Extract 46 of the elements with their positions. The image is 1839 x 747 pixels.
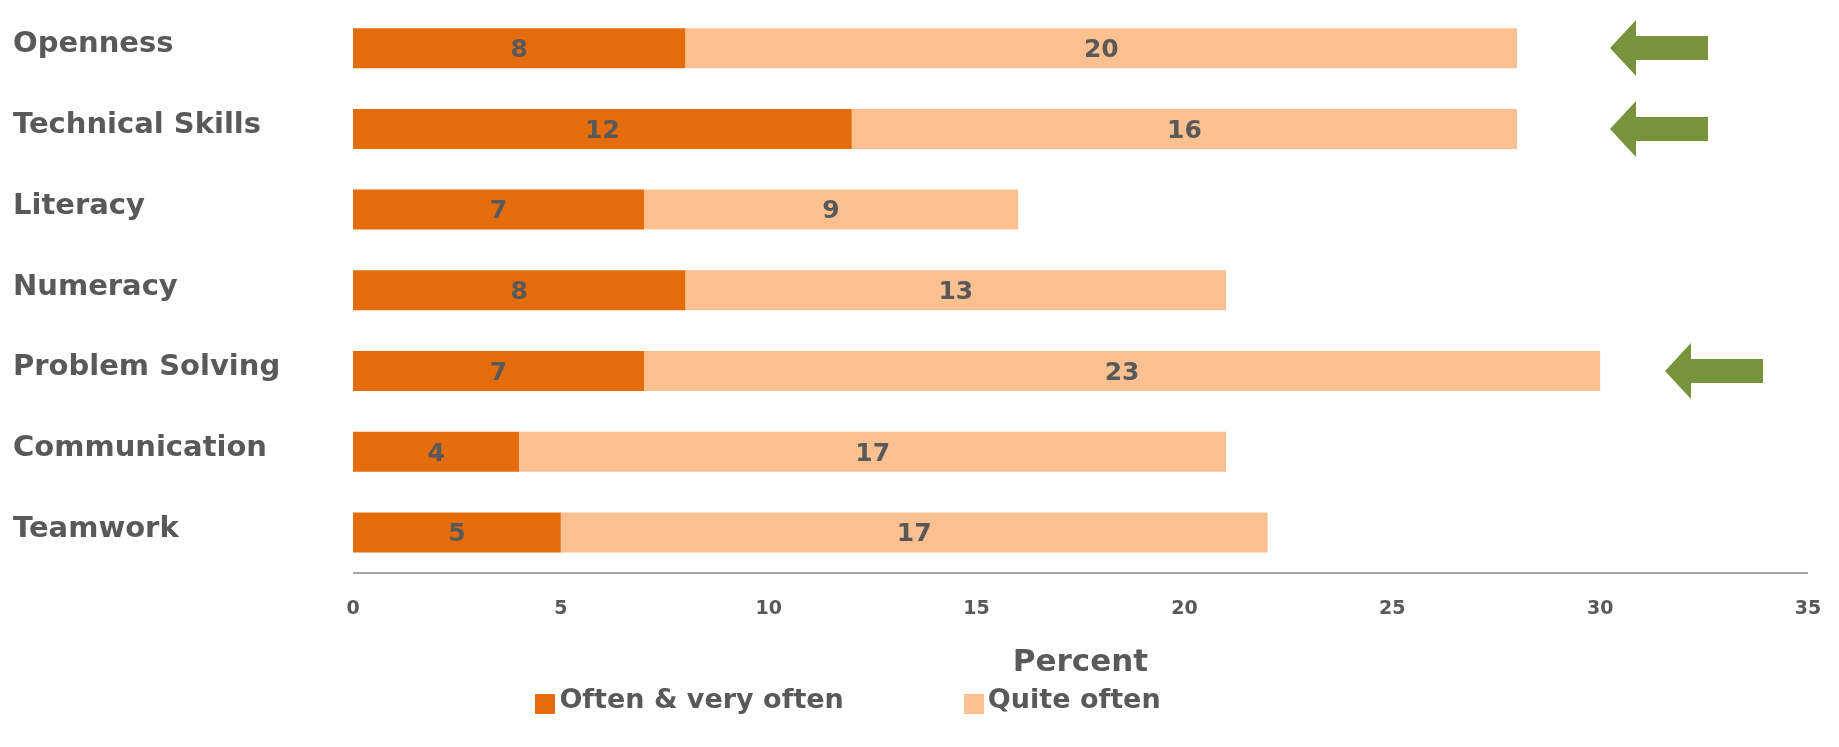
data-label: 12 [585,114,620,144]
bar [685,270,1226,311]
bar [353,28,686,69]
data-label: 16 [1167,114,1202,144]
data-label: 8 [510,34,528,64]
data-label: 7 [489,195,508,225]
data-label: 4 [427,437,445,467]
x-tick-label: 20 [1171,596,1198,619]
y-tick-label: Numeracy [13,267,178,302]
bar [353,189,644,230]
x-tick-label: 10 [755,596,782,619]
bar [353,431,520,472]
data-label: 17 [855,437,891,467]
bar [685,28,1517,69]
bar [851,108,1517,149]
bar [560,512,1268,553]
y-tick-label: Literacy [13,186,146,221]
x-tick-label: 30 [1586,596,1614,619]
data-label: 7 [489,356,508,386]
y-tick-label: Technical Skills [13,106,262,141]
x-tick-label: 25 [1379,596,1406,619]
data-label: 20 [1083,34,1119,64]
x-axis-title: Percent [1012,642,1149,678]
data-label: 9 [822,195,840,225]
bar [519,431,1226,472]
x-tick-label: 5 [554,596,568,619]
bar [644,351,1601,392]
bar [353,351,644,392]
data-label: 17 [896,518,932,548]
data-label: 5 [448,518,466,548]
bar [353,512,561,553]
y-tick-label: Communication [13,428,268,463]
x-tick-label: 0 [346,596,360,619]
x-tick-label: 15 [963,596,990,619]
bar [353,270,686,311]
y-tick-label: Problem Solving [13,348,281,383]
y-tick-label: Openness [13,25,174,60]
bar [353,108,852,149]
legend-label: Often & very often [559,683,844,714]
data-label: 13 [938,276,974,306]
data-label: 8 [510,276,528,306]
x-tick-label: 35 [1794,596,1822,619]
y-tick-label: Teamwork [13,509,180,544]
data-label: 23 [1104,356,1140,386]
legend-label: Quite often [987,683,1161,714]
bar [644,189,1019,230]
